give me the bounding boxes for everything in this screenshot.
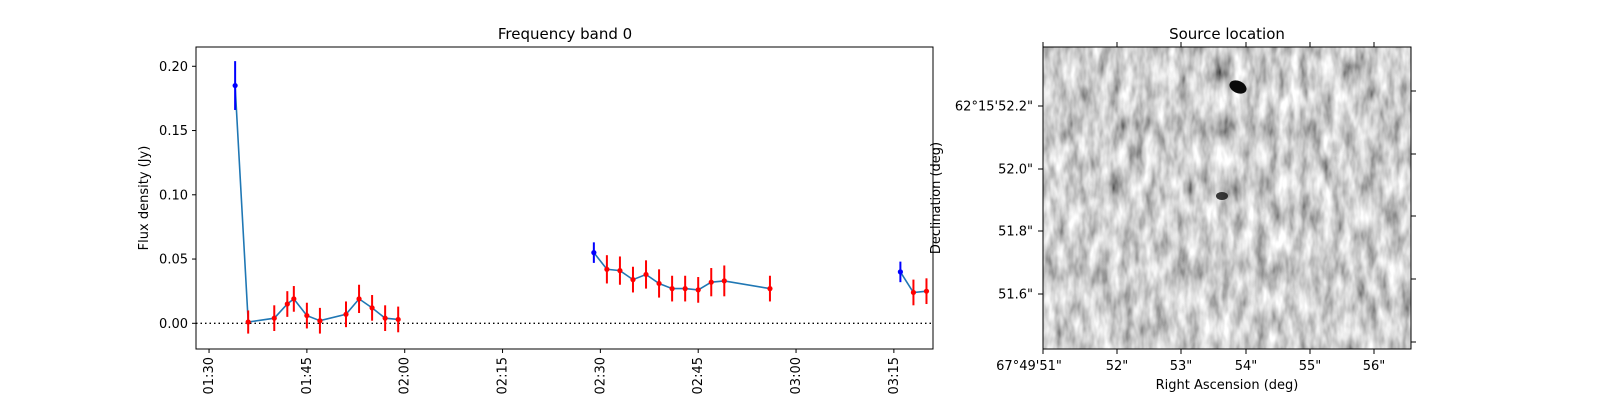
- ra-tick-label: 54": [1235, 359, 1258, 374]
- x-tick-label: 02:00: [398, 357, 413, 394]
- data-point: [910, 289, 917, 296]
- light-curve-series: [232, 61, 930, 334]
- data-point: [897, 269, 903, 275]
- dec-tick-label: 51.6": [998, 288, 1033, 303]
- data-point: [271, 315, 277, 321]
- light-curve-panel: Frequency band 0 Flux density (Jy) 01:30…: [137, 25, 934, 395]
- data-point: [669, 286, 675, 292]
- data-point: [682, 286, 688, 292]
- y-tick-label: 0.10: [159, 188, 188, 203]
- y-tick-label: 0.15: [159, 124, 188, 139]
- data-point: [245, 319, 251, 325]
- data-point: [317, 318, 323, 324]
- ra-tick-label: 55": [1299, 359, 1322, 374]
- data-point: [369, 305, 375, 311]
- dec-axis-label: Declination (deg): [929, 142, 944, 254]
- y-tick-label: 0.05: [159, 253, 188, 268]
- light-curve-y-label: Flux density (Jy): [137, 146, 152, 251]
- ra-tick-label: 52": [1106, 359, 1129, 374]
- data-point: [356, 296, 362, 302]
- data-point: [656, 280, 662, 287]
- x-tick-label: 01:30: [202, 357, 217, 394]
- ra-axis-label: Right Ascension (deg): [1156, 378, 1299, 393]
- data-point: [591, 250, 597, 256]
- sky-image: [1043, 47, 1411, 349]
- source-blob: [1229, 80, 1247, 94]
- secondary-blob: [1216, 192, 1228, 200]
- data-point: [617, 268, 623, 274]
- ra-tick-label: 67°49'51": [996, 359, 1062, 374]
- data-point: [923, 288, 930, 294]
- data-point: [767, 286, 773, 292]
- data-point: [604, 266, 610, 272]
- data-point: [643, 271, 649, 278]
- ra-tick-label: 56": [1363, 359, 1386, 374]
- data-point: [382, 315, 388, 321]
- y-tick-label: 0.00: [159, 317, 188, 332]
- data-point: [695, 287, 701, 293]
- sky-image-ticks: 67°49'51" 52" 53" 54" 55" 56" 62°15'52.2" 52.0"…: [955, 42, 1416, 374]
- light-curve-frame: [195, 46, 934, 350]
- light-curve-ticks: 01:30 01:45 02:00 02:15 02:30 02:45 03:00 03:15…: [159, 60, 902, 395]
- x-tick-label: 02:45: [691, 357, 706, 394]
- x-tick-label: 03:15: [887, 357, 902, 394]
- data-point: [343, 311, 349, 317]
- x-tick-label: 03:00: [789, 357, 804, 394]
- dec-tick-label: 62°15'52.2": [955, 100, 1033, 115]
- x-tick-label: 01:45: [300, 357, 315, 394]
- dec-tick-label: 52.0": [998, 163, 1033, 178]
- data-point: [304, 312, 310, 319]
- dec-tick-label: 51.8": [998, 225, 1033, 240]
- ra-tick-label: 53": [1170, 359, 1193, 374]
- sky-image-frame: [1042, 46, 1412, 350]
- data-point: [721, 278, 727, 284]
- source-location-title: Source location: [1169, 25, 1285, 43]
- data-point: [291, 296, 297, 302]
- x-tick-label: 02:15: [496, 357, 511, 394]
- data-point: [232, 82, 238, 89]
- data-point: [284, 301, 290, 307]
- series-line: [234, 85, 399, 323]
- data-point: [630, 277, 636, 283]
- data-point: [708, 279, 714, 285]
- x-tick-label: 02:30: [593, 357, 608, 394]
- data-point: [395, 316, 401, 323]
- y-tick-label: 0.20: [159, 60, 188, 75]
- light-curve-title: Frequency band 0: [498, 25, 632, 43]
- source-location-panel: Source location 67°49'51" 52" 53" 54" 55" 56"…: [929, 25, 1416, 393]
